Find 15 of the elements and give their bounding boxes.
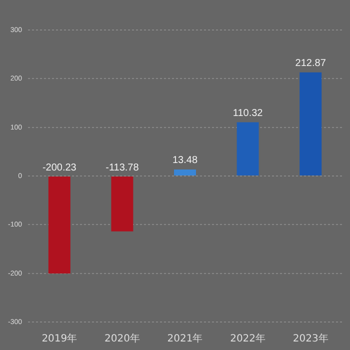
x-tick-label: 2019年 <box>42 332 78 345</box>
x-tick-label: 2023年 <box>292 332 328 345</box>
data-label: -200.23 <box>42 162 77 174</box>
bar <box>48 176 70 274</box>
x-tick-label: 2020年 <box>104 332 140 345</box>
data-label: -113.78 <box>106 162 140 174</box>
bar <box>174 169 196 176</box>
x-tick-label: 2021年 <box>167 332 203 345</box>
x-tick-label: 2022年 <box>230 332 266 345</box>
data-label: 212.87 <box>295 58 326 70</box>
bar <box>300 72 322 176</box>
data-label: 110.32 <box>232 108 264 120</box>
data-label: 13.48 <box>172 155 198 166</box>
bar <box>236 122 259 176</box>
bar <box>111 176 134 232</box>
